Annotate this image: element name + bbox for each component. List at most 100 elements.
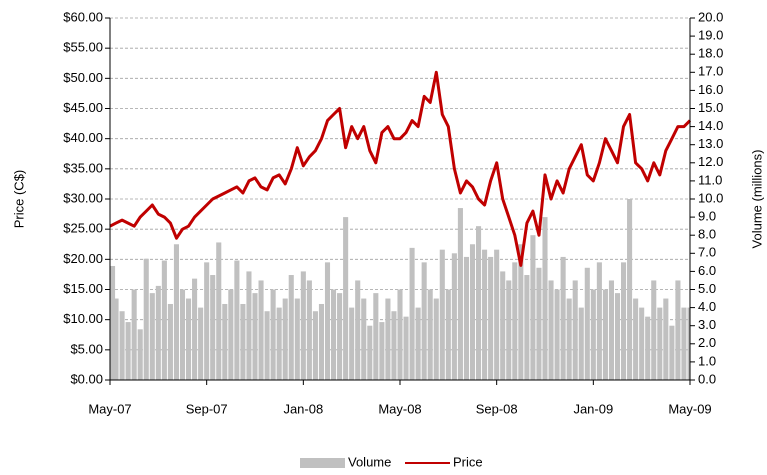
price-line <box>109 70 692 267</box>
volume-bar <box>264 311 270 380</box>
volume-bar <box>614 293 621 380</box>
volume-bar <box>494 249 500 380</box>
volume-bar <box>433 298 439 380</box>
y2-tick-label: 13.0 <box>698 136 723 151</box>
volume-bar <box>210 275 216 380</box>
volume-bar <box>355 280 361 380</box>
volume-bar <box>669 325 675 380</box>
volume-bar <box>409 247 415 380</box>
y-tick-label: $15.00 <box>63 281 103 296</box>
volume-bar <box>161 260 167 380</box>
y-tick-label: $5.00 <box>70 341 103 356</box>
volume-bar <box>488 256 494 380</box>
volume-bar <box>403 316 409 380</box>
volume-bar <box>186 298 192 380</box>
x-tick-label: Jan-08 <box>283 401 323 416</box>
volume-bar <box>246 271 252 380</box>
volume-bar <box>512 262 518 380</box>
volume-bar <box>306 280 312 380</box>
y2-tick-label: 6.0 <box>698 263 716 278</box>
y2-tick-label: 19.0 <box>698 28 723 43</box>
volume-bar <box>379 322 385 380</box>
volume-bar <box>367 325 373 380</box>
volume-bar <box>451 253 457 380</box>
volume-bar <box>373 293 379 380</box>
y2-tick-label: 2.0 <box>698 335 716 350</box>
legend-swatch <box>300 458 345 468</box>
volume-bar <box>198 307 204 380</box>
y-tick-label: $35.00 <box>63 160 103 175</box>
y-tick-label: $10.00 <box>63 311 103 326</box>
y-tick-label: $0.00 <box>70 371 103 386</box>
volume-bar <box>385 298 391 380</box>
y2-tick-label: 17.0 <box>698 64 723 79</box>
x-tick-label: May-09 <box>668 401 711 416</box>
volume-bar <box>324 262 331 380</box>
volume-bar <box>276 307 282 380</box>
x-tick-label: May-08 <box>378 401 421 416</box>
y2-tick-label: 5.0 <box>698 281 716 296</box>
volume-bar <box>343 217 349 380</box>
volume-bar <box>288 275 294 380</box>
volume-bar <box>675 280 681 380</box>
x-tick-label: May-07 <box>88 401 131 416</box>
volume-bar <box>204 262 210 380</box>
y2-tick-label: 11.0 <box>698 172 722 187</box>
volume-bar <box>445 289 451 380</box>
y-tick-label: $60.00 <box>63 9 103 24</box>
volume-bar <box>627 199 633 380</box>
volume-bar <box>421 262 427 380</box>
volume-bar <box>149 293 155 380</box>
y-tick-label: $30.00 <box>63 190 103 205</box>
volume-bar <box>651 280 657 380</box>
volume-bar <box>427 289 433 380</box>
y2-tick-label: 14.0 <box>698 118 723 133</box>
volume-bar <box>391 311 397 380</box>
volume-bar <box>681 307 687 380</box>
volume-bar <box>125 322 131 380</box>
volume-bar <box>476 226 482 380</box>
volume-bar <box>663 298 669 380</box>
volume-bar <box>282 298 288 380</box>
legend-label: Volume <box>348 454 391 469</box>
volume-bar <box>633 298 639 380</box>
legend-label: Price <box>453 454 483 469</box>
volume-bar <box>530 235 536 380</box>
y2-tick-label: 10.0 <box>698 190 723 205</box>
volume-bar <box>113 298 119 380</box>
volume-bar <box>252 293 258 380</box>
y-tick-label: $45.00 <box>63 100 103 115</box>
volume-bar <box>228 289 234 380</box>
volume-bar <box>361 298 367 380</box>
x-tick-label: Sep-07 <box>186 401 228 416</box>
volume-bar <box>270 289 276 380</box>
volume-bar <box>542 217 548 380</box>
y2-tick-label: 20.0 <box>698 9 723 24</box>
y-axis-label: Price (C$) <box>11 170 26 229</box>
volume-bar <box>143 258 149 380</box>
volume-bar <box>536 267 542 380</box>
volume-bar <box>608 280 614 380</box>
volume-bar <box>216 242 222 380</box>
volume-bar <box>300 271 306 380</box>
volume-bar <box>560 256 566 380</box>
y2-tick-label: 0.0 <box>698 371 716 386</box>
volume-bar <box>584 267 590 380</box>
volume-bar <box>312 311 318 380</box>
y2-tick-label: 12.0 <box>698 154 723 169</box>
y2-tick-label: 18.0 <box>698 46 723 61</box>
volume-bar <box>222 303 228 380</box>
volume-bar <box>415 307 421 380</box>
volume-bar <box>469 244 476 380</box>
volume-bar <box>506 280 512 380</box>
y2-tick-label: 3.0 <box>698 317 716 332</box>
volume-bar <box>155 285 161 380</box>
volume-bar <box>639 307 645 380</box>
volume-bar <box>621 262 627 380</box>
volume-bar <box>554 289 560 380</box>
y-tick-label: $40.00 <box>63 130 103 145</box>
volume-bar <box>331 289 337 380</box>
volume-bar <box>602 289 608 380</box>
